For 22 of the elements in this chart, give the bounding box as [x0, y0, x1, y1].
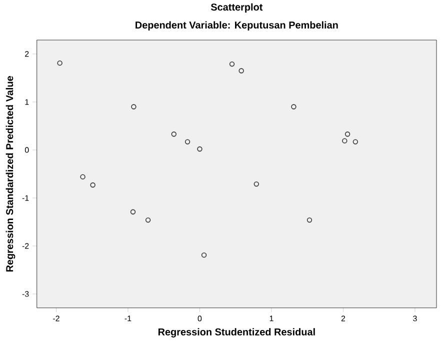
- point: [306, 217, 312, 223]
- point: [130, 209, 136, 214]
- point: [291, 104, 296, 110]
- point: [184, 139, 190, 144]
- point: [131, 104, 136, 110]
- point: [352, 139, 358, 144]
- y-axis-title: Regression Standardized Predicted Value: [6, 76, 16, 272]
- chart-title: Scatterplot: [210, 3, 263, 13]
- point: [344, 132, 350, 137]
- point: [171, 132, 176, 137]
- point: [201, 252, 207, 258]
- point: [57, 60, 62, 66]
- point: [238, 68, 244, 74]
- chart-subtitle: Dependent Variable: Keputusan Pembelian: [136, 21, 338, 31]
- point: [90, 182, 96, 188]
- point: [80, 174, 86, 180]
- point: [342, 138, 348, 144]
- point: [229, 61, 235, 67]
- point: [254, 181, 259, 187]
- x-axis-title: Regression Studentized Residual: [158, 328, 315, 338]
- point: [197, 146, 202, 152]
- point: [145, 217, 151, 223]
